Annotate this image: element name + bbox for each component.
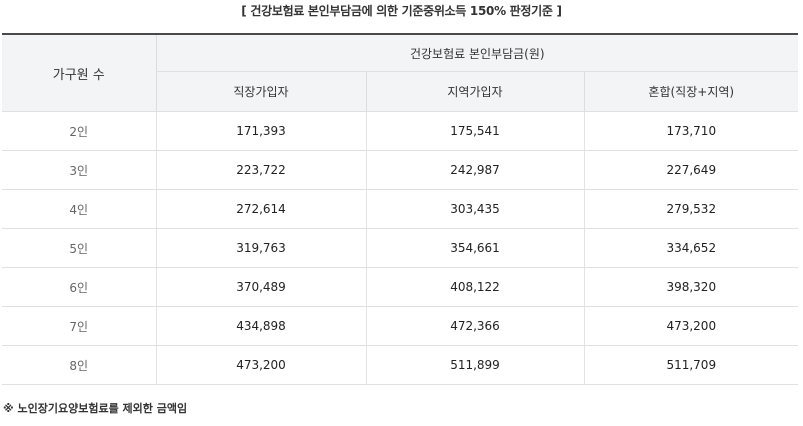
employee-premium-cell: 319,763 [155, 228, 366, 268]
table-row: 6인 370,489 408,122 398,320 [2, 267, 799, 307]
regional-premium-cell: 354,661 [365, 228, 584, 268]
household-size-cell: 6인 [2, 267, 156, 307]
mixed-premium-cell: 473,200 [583, 306, 799, 346]
household-size-header: 가구원 수 [2, 34, 156, 112]
table-row: 2인 171,393 175,541 173,710 [2, 111, 799, 151]
household-size-cell: 5인 [2, 228, 156, 268]
employee-premium-cell: 223,722 [155, 150, 366, 190]
table-row: 4인 272,614 303,435 279,532 [2, 189, 799, 229]
mixed-premium-cell: 511,709 [583, 345, 799, 385]
premium-group-header: 건강보험료 본인부담금(원) [155, 34, 799, 72]
employee-premium-cell: 370,489 [155, 267, 366, 307]
regional-premium-cell: 303,435 [365, 189, 584, 229]
regional-premium-cell: 242,987 [365, 150, 584, 190]
household-size-cell: 4인 [2, 189, 156, 229]
mixed-premium-cell: 334,652 [583, 228, 799, 268]
table-row: 3인 223,722 242,987 227,649 [2, 150, 799, 190]
premium-table: 가구원 수 건강보험료 본인부담금(원) 직장가입자 지역가입자 혼합(직장+지… [2, 33, 799, 385]
household-size-cell: 3인 [2, 150, 156, 190]
table-row: 8인 473,200 511,899 511,709 [2, 345, 799, 385]
household-size-cell: 8인 [2, 345, 156, 385]
regional-premium-cell: 175,541 [365, 111, 584, 151]
regional-premium-cell: 408,122 [365, 267, 584, 307]
employee-premium-cell: 272,614 [155, 189, 366, 229]
column-header-regional: 지역가입자 [365, 71, 584, 112]
mixed-premium-cell: 398,320 [583, 267, 799, 307]
employee-premium-cell: 434,898 [155, 306, 366, 346]
regional-premium-cell: 472,366 [365, 306, 584, 346]
employee-premium-cell: 171,393 [155, 111, 366, 151]
table-row: 7인 434,898 472,366 473,200 [2, 306, 799, 346]
mixed-premium-cell: 279,532 [583, 189, 799, 229]
table-row: 5인 319,763 354,661 334,652 [2, 228, 799, 268]
household-size-cell: 7인 [2, 306, 156, 346]
household-size-cell: 2인 [2, 111, 156, 151]
column-header-mixed: 혼합(직장+지역) [583, 71, 799, 112]
employee-premium-cell: 473,200 [155, 345, 366, 385]
regional-premium-cell: 511,899 [365, 345, 584, 385]
footnote: ※ 노인장기요양보험료를 제외한 금액임 [3, 402, 188, 415]
mixed-premium-cell: 227,649 [583, 150, 799, 190]
table-caption: [ 건강보험료 본인부담금에 의한 기준중위소득 150% 판정기준 ] [241, 4, 562, 18]
mixed-premium-cell: 173,710 [583, 111, 799, 151]
column-header-employee: 직장가입자 [155, 71, 366, 112]
